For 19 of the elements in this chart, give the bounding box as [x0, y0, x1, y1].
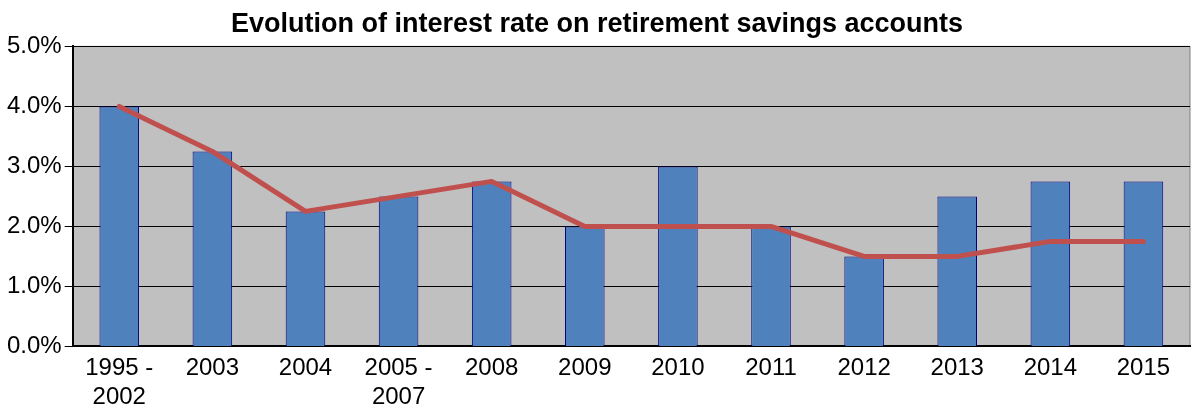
y-tick-label: 0.0% [7, 331, 62, 359]
x-tick-label: 2012 [837, 353, 891, 381]
y-tick-label: 1.0% [7, 271, 62, 299]
x-tick-label: 2014 [1023, 353, 1078, 381]
x-tick-label: 2008 [464, 353, 519, 381]
y-tick-label: 4.0% [7, 91, 62, 119]
chart-title: Evolution of interest rate on retirement savings accounts [230, 7, 964, 38]
x-tick-label: 2015 [1116, 353, 1171, 381]
y-tick-label: 5.0% [7, 31, 62, 59]
x-tick-label: 1995 - 2002 [85, 353, 154, 410]
x-tick-label: 2005 - 2007 [364, 353, 433, 410]
x-tick-label: 2013 [930, 353, 984, 381]
y-tick-label: 2.0% [7, 211, 62, 239]
x-tick-label: 2010 [651, 353, 705, 381]
y-tick-label: 3.0% [7, 151, 62, 179]
x-tick-label: 2004 [278, 353, 333, 381]
x-tick-label: 2009 [558, 353, 612, 381]
x-tick-label: 2011 [745, 353, 797, 381]
x-tick-label: 2003 [185, 353, 240, 381]
